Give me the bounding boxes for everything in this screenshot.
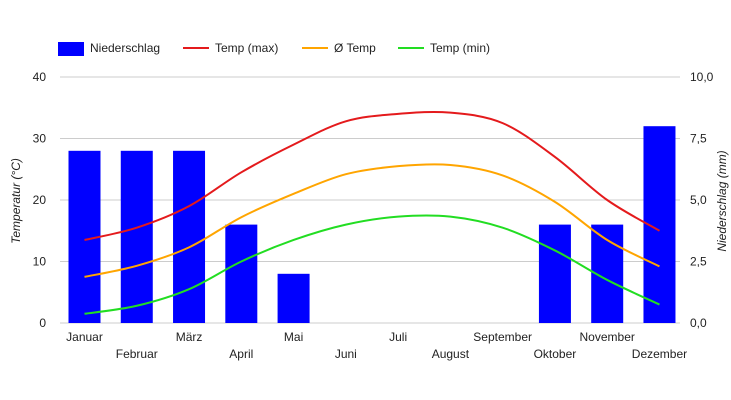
legend-label: Temp (min) (430, 41, 490, 55)
precipitation-bar (538, 224, 571, 323)
y-left-tick-label: 10 (33, 255, 47, 269)
legend-item: Ø Temp (302, 41, 376, 55)
y-left-tick-label: 0 (39, 316, 46, 330)
x-tick-label: August (432, 347, 470, 361)
x-tick-label: Juni (335, 347, 357, 361)
precipitation-bar (225, 224, 258, 323)
y-right-tick-label: 0,0 (690, 316, 707, 330)
legend-label: Temp (max) (215, 41, 278, 55)
line-temp-max (84, 111, 660, 241)
precipitation-bar (173, 150, 206, 323)
x-tick-label: Juli (389, 330, 407, 344)
legend-item: Niederschlag (58, 41, 160, 56)
y-right-tick-label: 5,0 (690, 193, 707, 207)
x-tick-label: Oktober (534, 347, 577, 361)
legend-item: Temp (max) (183, 41, 278, 55)
x-tick-label: März (176, 330, 203, 344)
x-tick-label: April (229, 347, 253, 361)
y-left-tick-label: 30 (33, 132, 47, 146)
precipitation-bar (120, 150, 153, 323)
x-tick-label: November (580, 330, 635, 344)
x-tick-label: Februar (116, 347, 158, 361)
y-right-tick-label: 10,0 (690, 70, 714, 84)
y-axis-left-title: Temperatur (°C) (9, 158, 23, 244)
line-temp (84, 163, 660, 278)
y-left-tick-label: 20 (33, 193, 47, 207)
x-tick-label: Januar (66, 330, 103, 344)
y-right-tick-label: 2,5 (690, 255, 707, 269)
line-temp-min (84, 214, 660, 315)
axes: 0 0,0 10 2,5 20 5,0 30 7,5 40 10,0 Januar Februar Mä… (33, 70, 714, 361)
y-left-tick-label: 40 (33, 70, 47, 84)
legend-swatch (58, 42, 84, 56)
legend: Niederschlag Temp (max) Ø Temp Temp (min) (58, 41, 490, 56)
temperature-lines (84, 111, 660, 315)
legend-label: Niederschlag (90, 41, 160, 55)
x-tick-label: Dezember (632, 347, 687, 361)
y-axis-right-title: Niederschlag (mm) (715, 150, 729, 251)
x-tick-label: Mai (284, 330, 303, 344)
legend-item: Temp (min) (398, 41, 490, 55)
grid-lines (60, 76, 680, 324)
x-tick-label: September (473, 330, 532, 344)
y-right-tick-label: 7,5 (690, 132, 707, 146)
precipitation-bar (277, 273, 310, 323)
legend-label: Ø Temp (334, 41, 376, 55)
precipitation-bars (68, 126, 676, 323)
